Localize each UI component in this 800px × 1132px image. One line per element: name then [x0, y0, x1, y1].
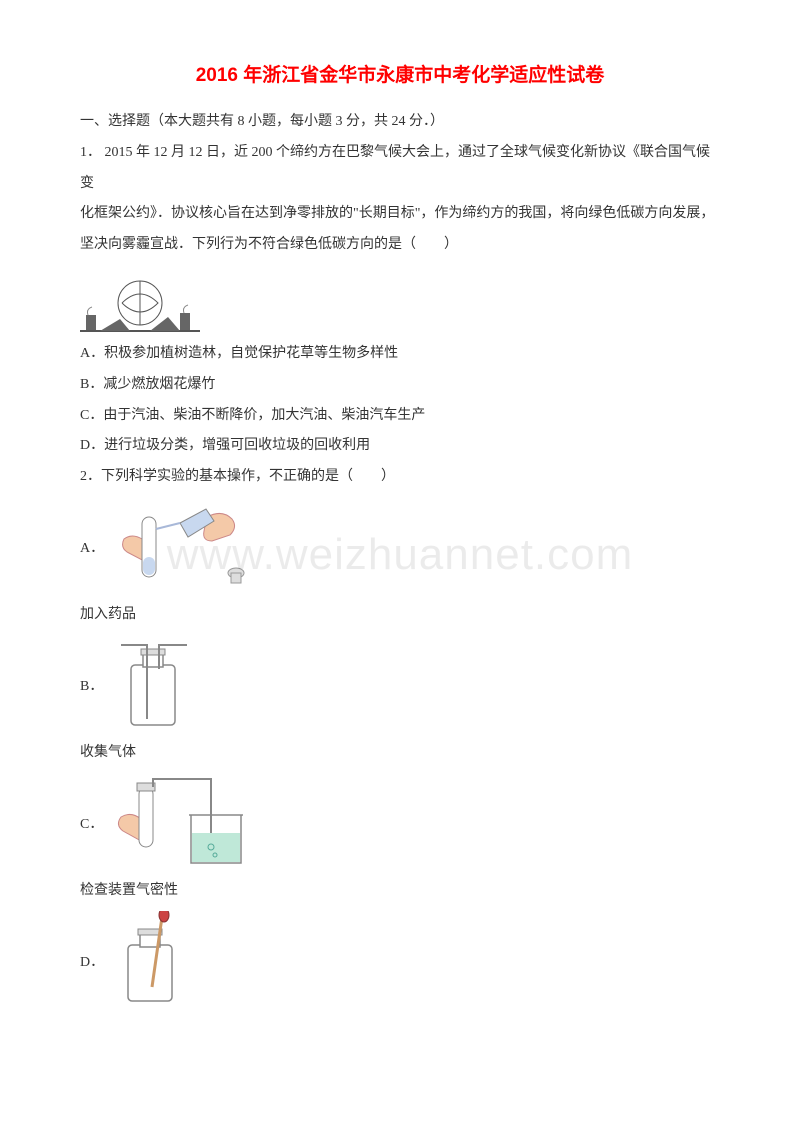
q2-label-d: D．	[80, 951, 104, 971]
q1-option-d: D．进行垃圾分类，增强可回收垃圾的回收利用	[80, 431, 720, 462]
section-header: 一、选择题（本大题共有 8 小题，每小题 3 分，共 24 分．）	[80, 107, 720, 138]
q2-caption-a: 加入药品	[80, 601, 720, 629]
q1-stem-line2: 化框架公约》．协议核心旨在达到净零排放的"长期目标"，作为缔约方的我国，将向绿色…	[80, 199, 720, 230]
airtight-check-icon	[111, 773, 261, 873]
globe-smog-icon	[80, 265, 200, 335]
q2-option-a-row: A．	[80, 497, 720, 597]
q1-option-c: C．由于汽油、柴油不断降价，加大汽油、柴油汽车生产	[80, 401, 720, 432]
q1-option-b: B．减少燃放烟花爆竹	[80, 370, 720, 401]
q1-stem-line1: 1． 2015 年 12 月 12 日，近 200 个缔约方在巴黎气候大会上，通…	[80, 138, 720, 200]
pour-liquid-icon	[112, 497, 252, 597]
q2-option-b-row: B．	[80, 635, 720, 735]
page-title: 2016 年浙江省金华市永康市中考化学适应性试卷	[80, 60, 720, 87]
q2-caption-c: 检查装置气密性	[80, 877, 720, 905]
q1-option-a: A．积极参加植树造林，自觉保护花草等生物多样性	[80, 339, 720, 370]
q2-stem: 2．下列科学实验的基本操作，不正确的是（ ）	[80, 462, 720, 493]
q1-figure	[80, 265, 720, 335]
q2-label-c: C．	[80, 813, 103, 833]
gas-bottle-icon	[111, 635, 201, 735]
q2-caption-b: 收集气体	[80, 739, 720, 767]
q2-label-b: B．	[80, 675, 103, 695]
q2-label-a: A．	[80, 537, 104, 557]
q1-stem-line3: 坚决向雾霾宣战．下列行为不符合绿色低碳方向的是（ ）	[80, 230, 720, 261]
q2-option-c-row: C．	[80, 773, 720, 873]
dropper-bottle-icon	[112, 911, 202, 1011]
q2-option-d-row: D．	[80, 911, 720, 1011]
